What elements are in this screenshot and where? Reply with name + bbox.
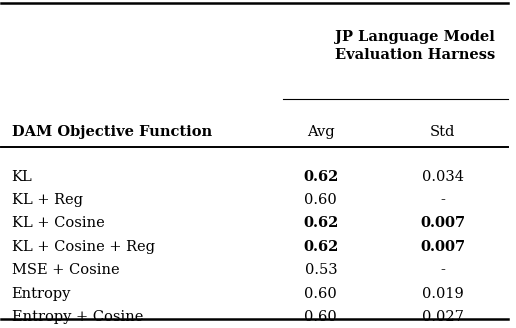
Text: KL: KL: [11, 170, 33, 184]
Text: DAM Objective Function: DAM Objective Function: [11, 125, 212, 139]
Text: KL + Cosine + Reg: KL + Cosine + Reg: [11, 240, 154, 254]
Text: Entropy + Cosine: Entropy + Cosine: [11, 310, 143, 324]
Text: 0.53: 0.53: [304, 263, 337, 277]
Text: -: -: [440, 193, 445, 207]
Text: 0.62: 0.62: [303, 170, 338, 184]
Text: Std: Std: [430, 125, 455, 139]
Text: 0.60: 0.60: [304, 310, 337, 324]
Text: JP Language Model
Evaluation Harness: JP Language Model Evaluation Harness: [334, 30, 495, 62]
Text: KL + Cosine: KL + Cosine: [11, 216, 104, 231]
Text: KL + Reg: KL + Reg: [11, 193, 83, 207]
Text: 0.007: 0.007: [420, 240, 465, 254]
Text: 0.62: 0.62: [303, 240, 338, 254]
Text: 0.60: 0.60: [304, 193, 337, 207]
Text: Avg: Avg: [307, 125, 335, 139]
Text: 0.007: 0.007: [420, 216, 465, 231]
Text: MSE + Cosine: MSE + Cosine: [11, 263, 119, 277]
Text: 0.034: 0.034: [422, 170, 463, 184]
Text: 0.60: 0.60: [304, 287, 337, 301]
Text: 0.62: 0.62: [303, 216, 338, 231]
Text: 0.019: 0.019: [422, 287, 463, 301]
Text: Entropy: Entropy: [11, 287, 71, 301]
Text: 0.027: 0.027: [422, 310, 463, 324]
Text: -: -: [440, 263, 445, 277]
